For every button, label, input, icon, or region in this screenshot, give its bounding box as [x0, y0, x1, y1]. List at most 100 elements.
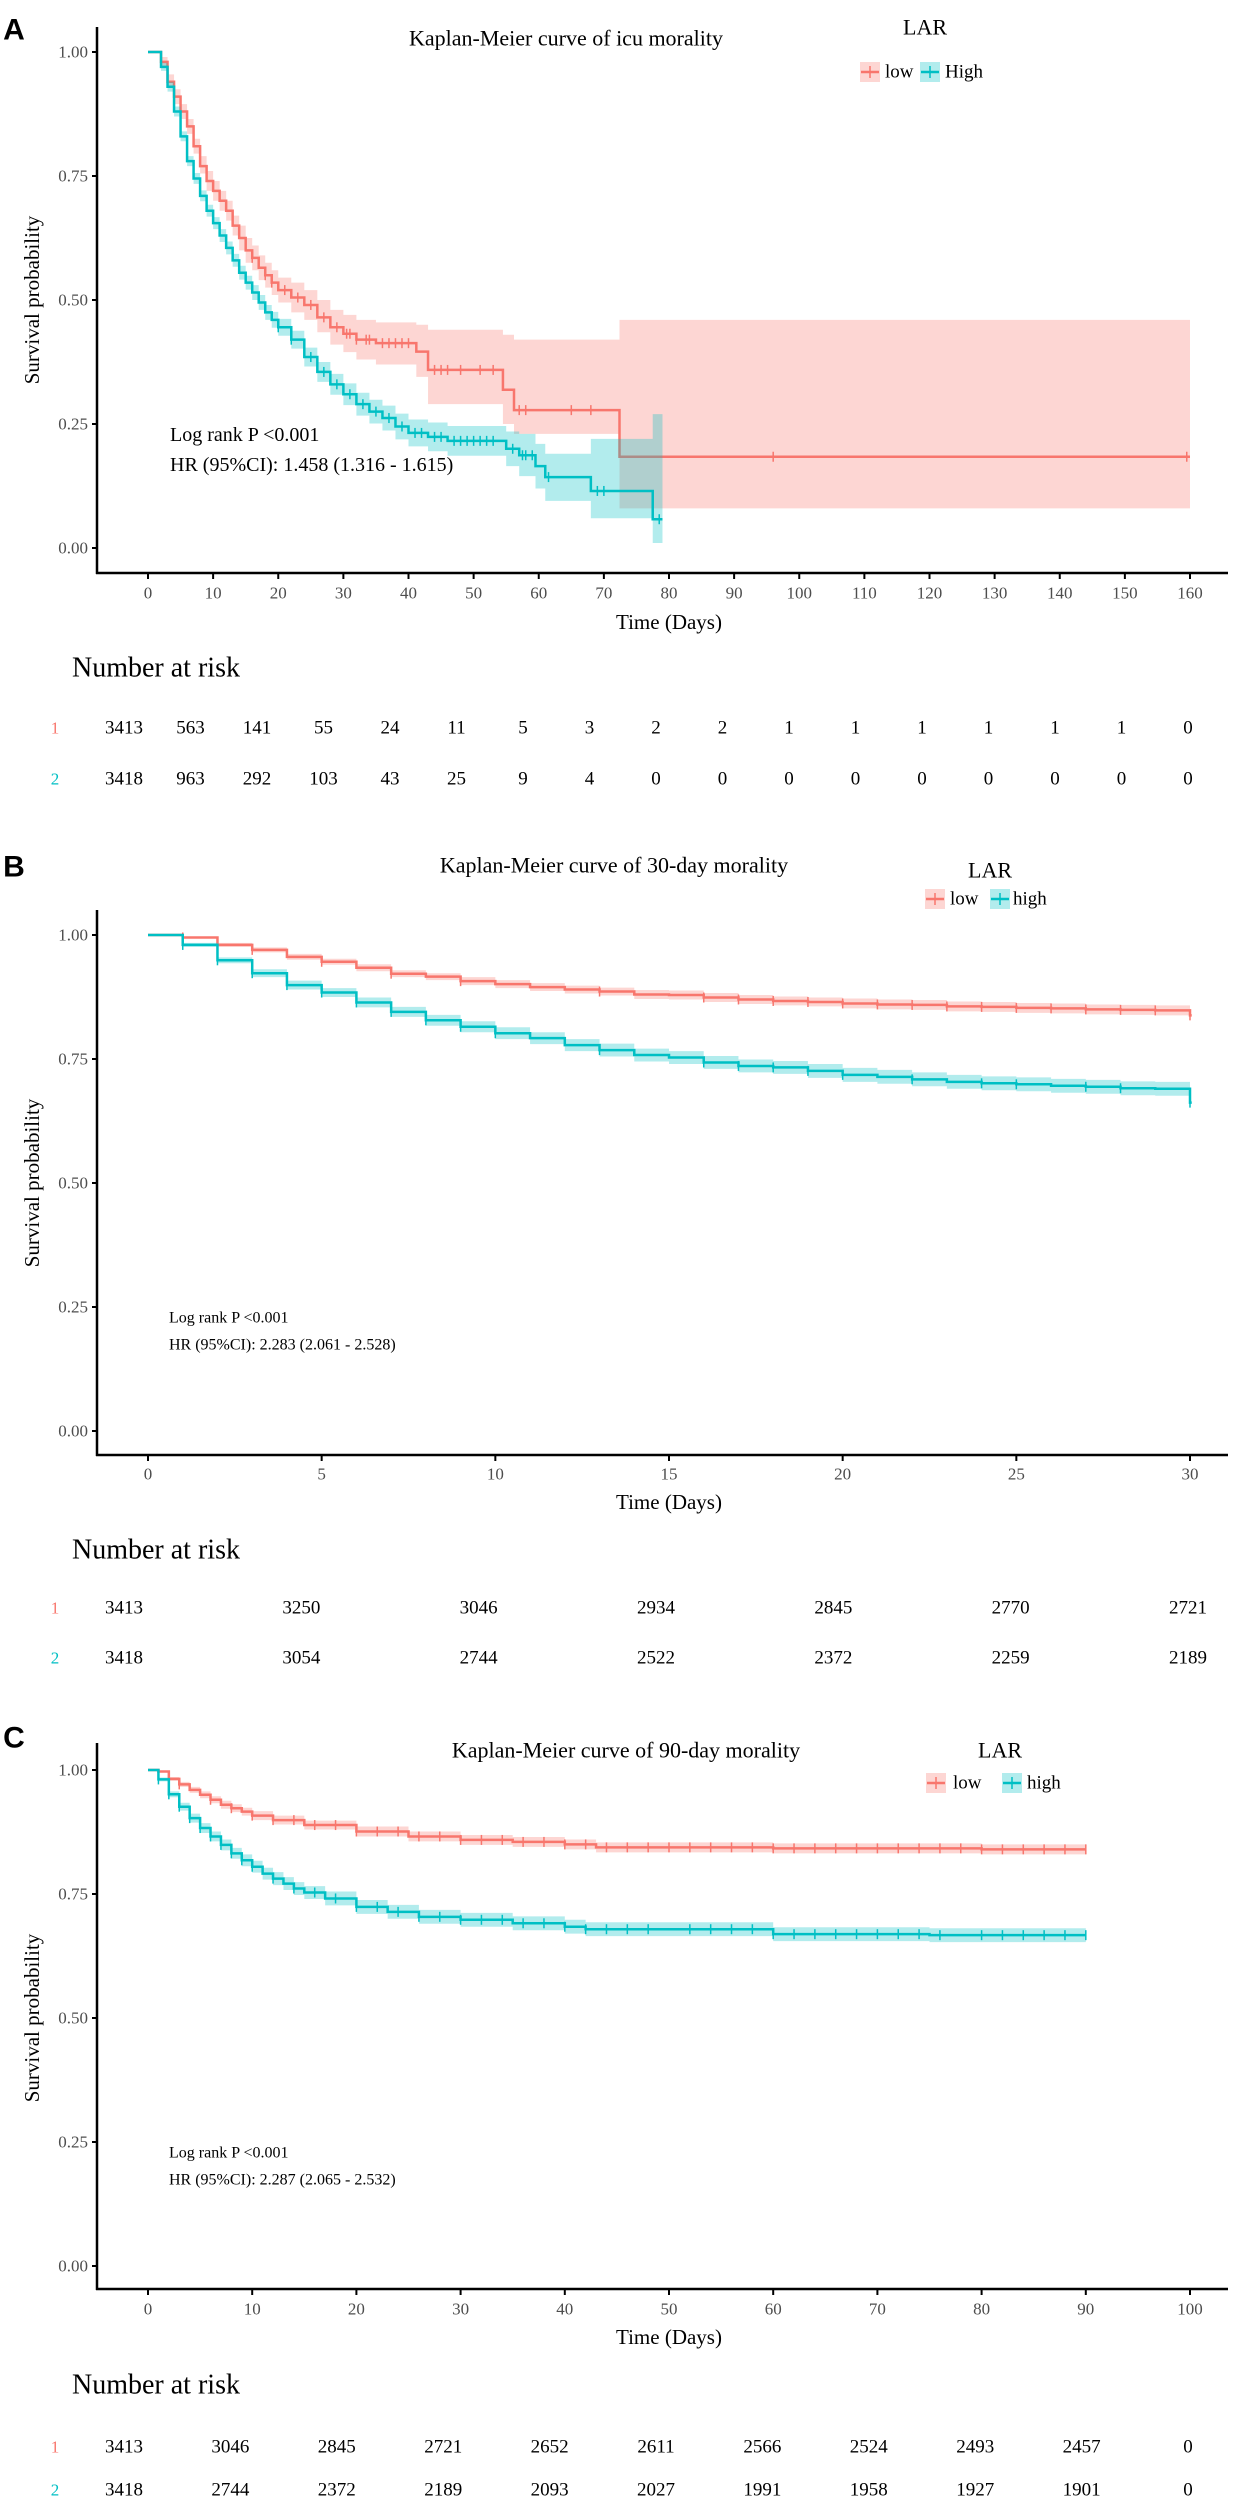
risk-table: Number at risk 1 3413 3046 2845 2721 2652 2611 2…	[51, 2370, 1193, 2500]
y-tick-label: 0.50	[58, 2009, 88, 2028]
x-tick-label: 130	[982, 584, 1008, 603]
y-tick-label: 0.00	[58, 539, 88, 558]
legend-item-low: low	[925, 889, 979, 910]
risk-value: 141	[243, 718, 272, 739]
x-tick-label: 20	[270, 584, 287, 603]
x-tick-label: 120	[917, 584, 943, 603]
x-tick-label: 5	[317, 1465, 326, 1484]
risk-value: 2845	[814, 1598, 852, 1619]
risk-value: 3250	[282, 1598, 320, 1619]
risk-row-label: 2	[51, 2481, 60, 2500]
risk-table-row: 2 3418 3054 2744 2522 2372 2259 2189	[51, 1648, 1207, 1669]
x-axis-label: Time (Days)	[616, 2325, 722, 2349]
risk-value: 0	[917, 769, 927, 790]
x-tick-label: 100	[787, 584, 813, 603]
risk-value: 3054	[282, 1648, 321, 1669]
legend-label: low	[885, 62, 914, 83]
risk-value: 0	[1117, 769, 1127, 790]
risk-value: 5	[518, 718, 528, 739]
risk-value: 25	[447, 769, 466, 790]
legend-title: LAR	[968, 858, 1012, 883]
risk-value: 43	[381, 769, 400, 790]
x-tick-label: 90	[726, 584, 743, 603]
survival-curve	[148, 50, 663, 521]
legend-item-high: high	[990, 889, 1047, 910]
risk-value: 0	[784, 769, 794, 790]
x-tick-label: 25	[1008, 1465, 1025, 1484]
km-panel-c: C Kaplan-Meier curve of 90-day morality LA…	[3, 1722, 1228, 2500]
risk-value: 1	[917, 718, 927, 739]
x-tick-label: 20	[348, 2300, 365, 2319]
x-tick-label: 70	[869, 2300, 886, 2319]
risk-value: 0	[1183, 2437, 1193, 2458]
risk-value: 963	[176, 769, 205, 790]
x-tick-label: 90	[1077, 2300, 1094, 2319]
x-tick-label: 50	[465, 584, 482, 603]
risk-value: 2934	[637, 1598, 676, 1619]
risk-value: 3418	[105, 1648, 143, 1669]
risk-value: 1	[784, 718, 794, 739]
risk-table: Number at risk 1 3413 3250 3046 2934 2845 2770 2…	[51, 1535, 1207, 1669]
chart-title: Kaplan-Meier curve of icu morality	[409, 26, 723, 51]
x-tick-label: 0	[144, 584, 153, 603]
risk-value: 1	[851, 718, 861, 739]
x-tick-label: 150	[1112, 584, 1138, 603]
x-tick-label: 160	[1177, 584, 1203, 603]
confidence-band	[148, 935, 1192, 1103]
risk-value: 2744	[460, 1648, 499, 1669]
risk-value: 2652	[531, 2437, 569, 2458]
risk-value: 103	[309, 769, 338, 790]
y-tick-label: 0.00	[58, 1422, 88, 1441]
x-axis-label: Time (Days)	[616, 610, 722, 634]
x-axis-label: Time (Days)	[616, 1490, 722, 1514]
x-tick-label: 15	[661, 1465, 678, 1484]
risk-value: 0	[1183, 2480, 1193, 2500]
y-tick-label: 1.00	[58, 926, 88, 945]
annotation: Log rank P <0.001	[169, 2145, 289, 2162]
risk-value: 0	[1183, 769, 1193, 790]
x-tick-label: 100	[1177, 2300, 1203, 2319]
x-tick-label: 0	[144, 2300, 153, 2319]
risk-table-row: 2 3418 2744 2372 2189 2093 2027 1991 1958 1927 190…	[51, 2480, 1193, 2500]
x-tick-label: 40	[556, 2300, 573, 2319]
risk-value: 563	[176, 718, 205, 739]
confidence-band	[148, 52, 663, 544]
annotation: HR (95%CI): 2.287 (2.065 - 2.532)	[169, 2172, 396, 2189]
risk-value: 2	[651, 718, 661, 739]
risk-table-row: 1 3413 563 141 55 24 11 5 3 2 2 1 1 1 1 1 1 0	[51, 718, 1193, 739]
y-axis-label: Survival probability	[20, 1098, 44, 1267]
annotation: Log rank P <0.001	[169, 1310, 289, 1327]
y-tick-label: 0.00	[58, 2257, 88, 2276]
risk-value: 2	[718, 718, 728, 739]
risk-value: 1	[1117, 718, 1127, 739]
series-high	[148, 50, 663, 544]
risk-row-label: 2	[51, 1649, 60, 1668]
x-tick-label: 50	[661, 2300, 678, 2319]
risk-value: 55	[314, 718, 333, 739]
risk-value: 0	[984, 769, 994, 790]
confidence-band	[148, 1770, 1086, 1943]
km-panel-a: A Kaplan-Meier curve of icu morality LAR lo…	[3, 14, 1228, 790]
legend-label: high	[1013, 889, 1047, 910]
x-tick-label: 10	[487, 1465, 504, 1484]
risk-value: 0	[851, 769, 861, 790]
risk-value: 2093	[531, 2480, 569, 2500]
confidence-band	[148, 1770, 1086, 1855]
y-tick-label: 0.75	[58, 1050, 88, 1069]
legend-item-high: high	[1002, 1773, 1061, 1794]
x-tick-label: 40	[400, 584, 417, 603]
risk-value: 2372	[318, 2480, 356, 2500]
risk-table-title: Number at risk	[72, 2370, 240, 2401]
risk-value: 2611	[637, 2437, 674, 2458]
risk-value: 2372	[814, 1648, 852, 1669]
survival-curve	[148, 933, 1192, 1017]
risk-value: 3413	[105, 2437, 143, 2458]
risk-value: 24	[381, 718, 401, 739]
risk-value: 1991	[743, 2480, 781, 2500]
survival-curve	[148, 1768, 1086, 1937]
risk-value: 292	[243, 769, 272, 790]
risk-value: 2189	[424, 2480, 462, 2500]
legend-label: high	[1027, 1773, 1061, 1794]
legend-title: LAR	[903, 15, 947, 40]
